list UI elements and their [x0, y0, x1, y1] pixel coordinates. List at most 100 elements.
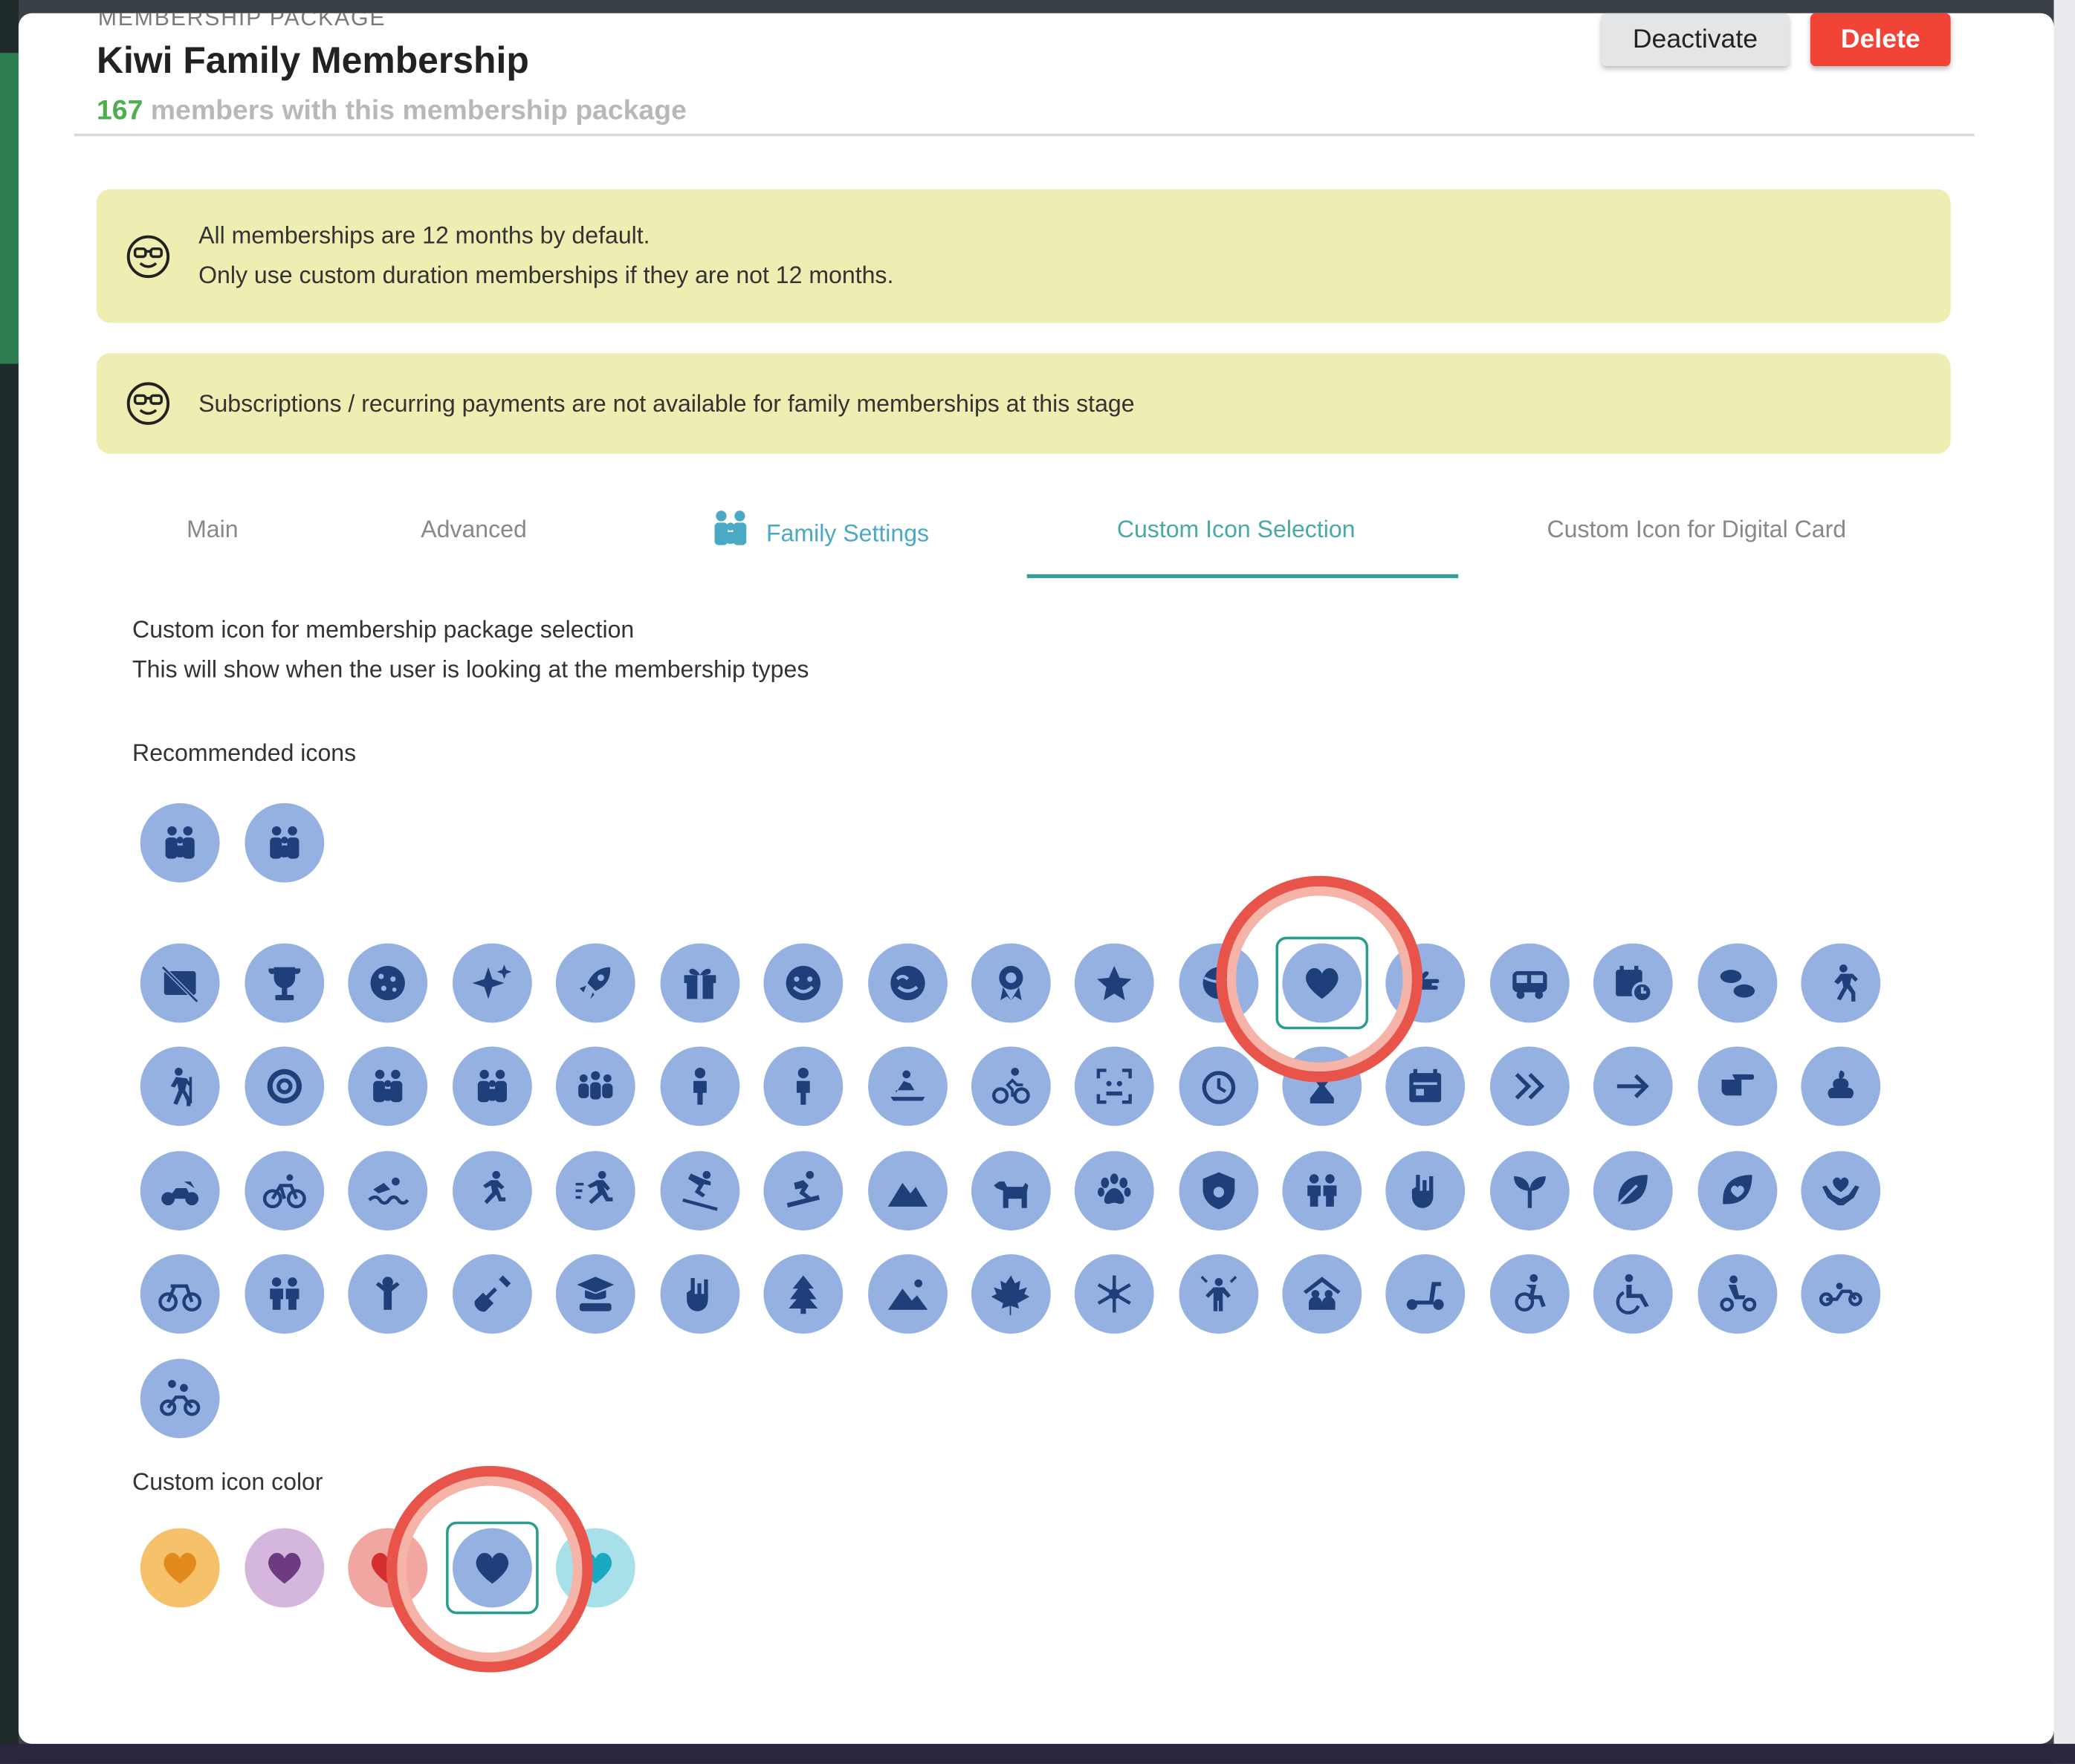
icon-option-paw[interactable]: [1074, 1151, 1154, 1230]
icon-option-trophy[interactable]: [245, 943, 325, 1023]
icon-option-shield-pet[interactable]: [1179, 1151, 1259, 1230]
icon-option-sledding[interactable]: [868, 1046, 948, 1126]
icon-option-accessible-forward[interactable]: [1489, 1254, 1570, 1334]
icon-option-person[interactable]: [763, 1046, 844, 1126]
icon-option-poop[interactable]: [1801, 1046, 1881, 1126]
child-icon: [375, 1277, 400, 1310]
color-swatch-orange[interactable]: [140, 1528, 220, 1608]
icon-option-face[interactable]: [868, 943, 948, 1023]
icon-option-shovel[interactable]: [452, 1254, 532, 1334]
icon-option-target[interactable]: [245, 1046, 325, 1126]
icon-option-double-chevron[interactable]: [1489, 1046, 1570, 1126]
icon-option-sprout[interactable]: [1489, 1151, 1570, 1230]
icon-option-cookie[interactable]: [348, 943, 428, 1023]
icon-option-arrow-right[interactable]: [1593, 1046, 1673, 1126]
icon-option-hiking[interactable]: [140, 1046, 220, 1126]
icon-option-trike[interactable]: [1801, 1254, 1881, 1334]
icon-option-cycling[interactable]: [971, 1046, 1051, 1126]
pointing-hand-icon: [1721, 1074, 1755, 1096]
icon-option-bike[interactable]: [140, 1254, 220, 1334]
icon-option-person[interactable]: [660, 1046, 740, 1126]
mountain-icon: [887, 1182, 928, 1207]
cycling-icon: [992, 1067, 1030, 1104]
icon-option-no-photo[interactable]: [140, 943, 220, 1023]
icon-option-calendar[interactable]: [1385, 1046, 1466, 1126]
icon-option-walking[interactable]: [1801, 943, 1881, 1023]
sparkle-icon: [472, 964, 512, 999]
mobility-icon: [1720, 1275, 1757, 1312]
icon-option-family[interactable]: [452, 1046, 532, 1126]
icon-option-accessible[interactable]: [1593, 1254, 1673, 1334]
icon-option-gift[interactable]: [660, 943, 740, 1023]
icon-option-child[interactable]: [348, 1254, 428, 1334]
no-photo-icon: [161, 965, 199, 1003]
icon-option-group[interactable]: [555, 1046, 635, 1126]
intro-line-2: This will show when the user is looking …: [132, 656, 809, 683]
tab-family-settings[interactable]: Family Settings: [765, 519, 930, 547]
gift-icon: [684, 968, 716, 999]
icon-option-mountain[interactable]: [868, 1151, 948, 1230]
tab-custom-icon-digital-card[interactable]: Custom Icon for Digital Card: [1547, 516, 1847, 543]
tab-main[interactable]: Main: [187, 516, 239, 543]
bicycle-icon: [262, 1174, 306, 1209]
icon-option-family[interactable]: [348, 1046, 428, 1126]
tab-advanced[interactable]: Advanced: [421, 516, 527, 543]
icon-option-mobility[interactable]: [1697, 1254, 1778, 1334]
tree-icon: [789, 1275, 818, 1314]
couple-icon: [270, 1277, 300, 1310]
icon-option-motorbike[interactable]: [140, 1151, 220, 1230]
icon-option-rock-hand[interactable]: [660, 1254, 740, 1334]
icon-option-bus[interactable]: [1489, 943, 1570, 1023]
color-swatch-purple[interactable]: [245, 1528, 325, 1608]
icon-option-dog[interactable]: [971, 1151, 1051, 1230]
icon-option-calendar-clock[interactable]: [1593, 943, 1673, 1023]
family-icon: [714, 510, 747, 545]
icon-option-swimming[interactable]: [348, 1151, 428, 1230]
award-icon: [999, 965, 1023, 1001]
icon-option-couple[interactable]: [1282, 1151, 1362, 1230]
notice-line: All memberships are 12 months by default…: [198, 222, 650, 249]
icon-option-leaf[interactable]: [1593, 1151, 1673, 1230]
walking-icon: [1833, 964, 1858, 1002]
heart-icon: [268, 1552, 301, 1584]
icon-option-celebrate[interactable]: [1179, 1254, 1259, 1334]
icon-option-couple[interactable]: [245, 1254, 325, 1334]
tab-custom-icon-selection[interactable]: Custom Icon Selection: [1116, 516, 1356, 543]
icon-option-hands-heart[interactable]: [1801, 1151, 1881, 1230]
icon-option-snowflake[interactable]: [1074, 1254, 1154, 1334]
delete-button[interactable]: Delete: [1810, 13, 1951, 67]
home-group-icon: [1303, 1277, 1341, 1310]
icon-option-tandem[interactable]: [140, 1358, 220, 1439]
icon-option-sprint[interactable]: [555, 1151, 635, 1230]
icon-option-skiing[interactable]: [660, 1151, 740, 1230]
icon-option-bicycle[interactable]: [245, 1151, 325, 1230]
deactivate-button[interactable]: Deactivate: [1601, 13, 1790, 67]
icon-option-family[interactable]: [245, 802, 325, 883]
icon-option-award[interactable]: [971, 943, 1051, 1023]
accessible-forward-icon: [1515, 1274, 1546, 1312]
icon-option-heart-leaf[interactable]: [1697, 1151, 1778, 1230]
icon-option-rock-hand[interactable]: [1385, 1151, 1466, 1230]
icon-option-graduate[interactable]: [555, 1254, 635, 1334]
icon-option-timer[interactable]: [1179, 1046, 1259, 1126]
icon-option-sparkle[interactable]: [452, 943, 532, 1023]
page-title: Kiwi Family Membership: [96, 39, 529, 81]
icon-option-scooter[interactable]: [1385, 1254, 1466, 1334]
icon-option-tree[interactable]: [763, 1254, 844, 1334]
icon-option-smiley[interactable]: [763, 943, 844, 1023]
icon-option-footprints[interactable]: [1697, 943, 1778, 1023]
icon-option-snowboarding[interactable]: [763, 1151, 844, 1230]
icon-option-landscape[interactable]: [868, 1254, 948, 1334]
trophy-icon: [268, 967, 301, 1001]
icon-option-pointing-hand[interactable]: [1697, 1046, 1778, 1126]
icon-option-face-scan[interactable]: [1074, 1046, 1154, 1126]
icon-option-star[interactable]: [1074, 943, 1154, 1023]
icon-option-family[interactable]: [140, 802, 220, 883]
icon-option-rocket[interactable]: [555, 943, 635, 1023]
background-app-edge-right: [2053, 0, 2075, 1764]
icon-option-maple-leaf[interactable]: [971, 1254, 1051, 1334]
icon-option-home-group[interactable]: [1282, 1254, 1362, 1334]
footprints-icon: [1720, 970, 1755, 998]
icon-option-running[interactable]: [452, 1151, 532, 1230]
arrow-right-icon: [1616, 1074, 1649, 1099]
